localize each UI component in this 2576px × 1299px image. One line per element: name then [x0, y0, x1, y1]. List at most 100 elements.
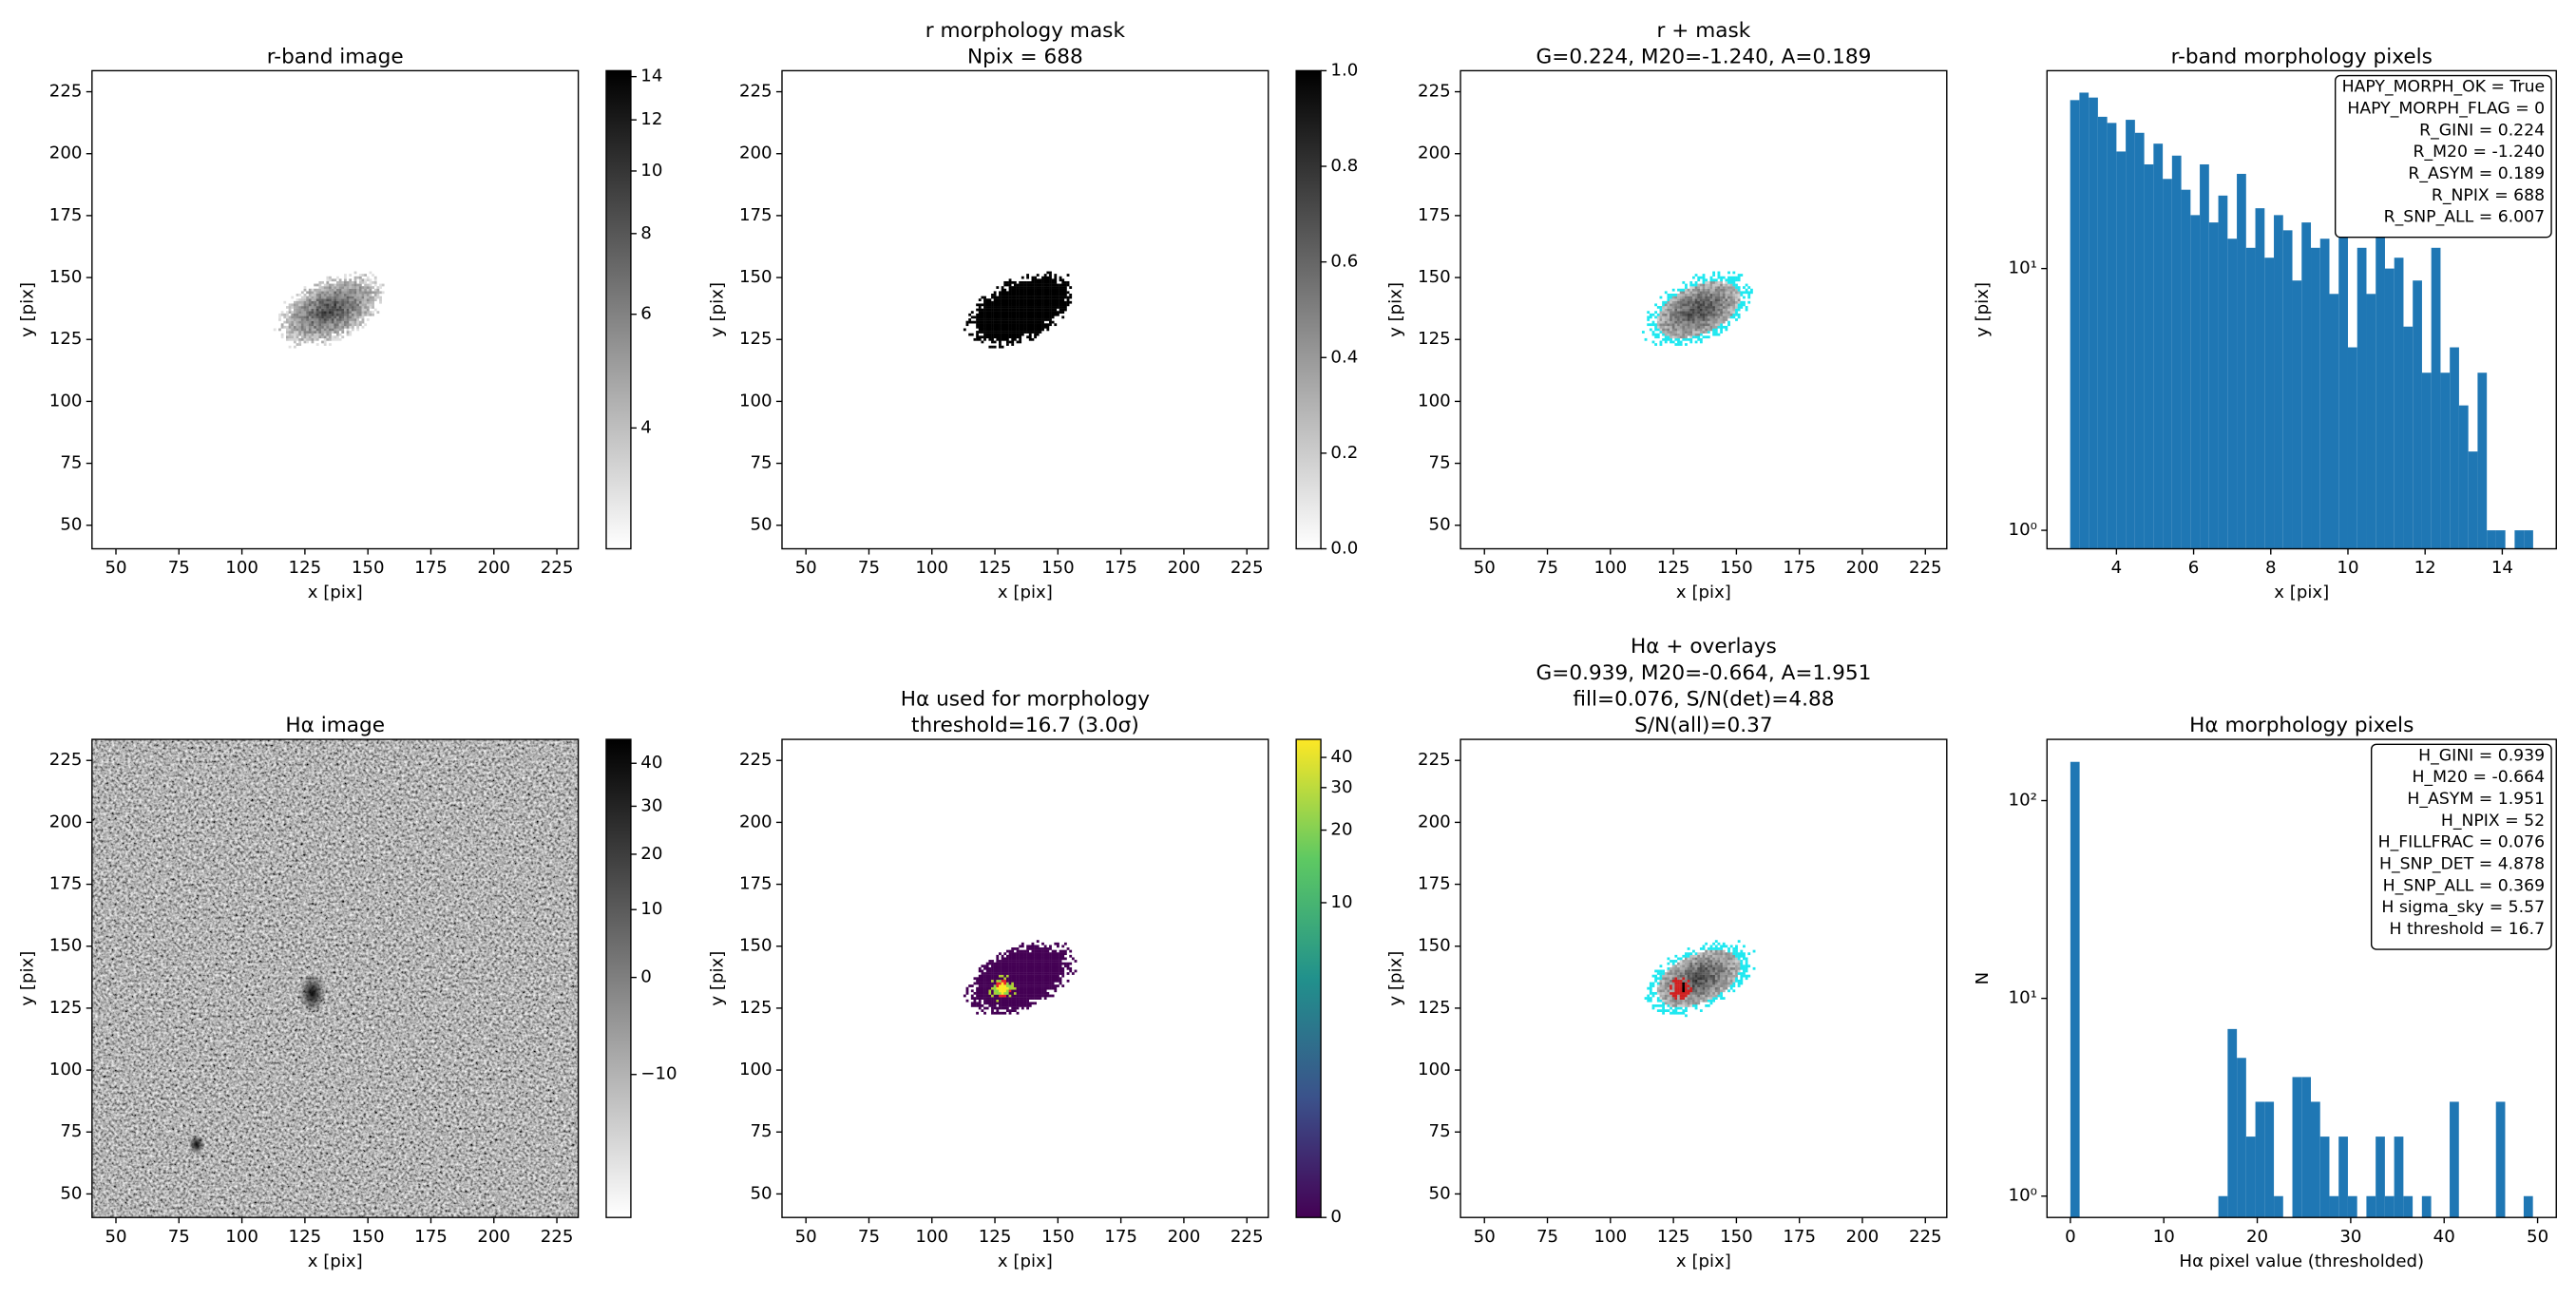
hist-bar	[2394, 258, 2404, 549]
image-pixel	[1670, 1011, 1672, 1015]
image-pixel	[988, 306, 992, 309]
image-pixel	[1671, 1009, 1675, 1013]
image-pixel	[996, 965, 1000, 968]
image-pixel	[996, 335, 1000, 339]
x-tick-label: 175	[414, 558, 448, 578]
image-pixel	[999, 979, 1002, 983]
image-pixel	[1051, 979, 1055, 983]
image-pixel	[1031, 325, 1035, 329]
image-pixel	[981, 315, 984, 319]
image-pixel	[1046, 280, 1050, 284]
image-pixel	[353, 303, 357, 307]
image-pixel	[1714, 974, 1718, 978]
image-pixel	[1059, 294, 1062, 296]
image-pixel	[336, 294, 339, 296]
image-pixel	[1013, 947, 1017, 950]
image-pixel	[1011, 994, 1015, 998]
image-pixel	[1019, 300, 1022, 304]
hist-bar	[2468, 451, 2478, 549]
image-pixel	[978, 1006, 982, 1010]
image-pixel	[1722, 315, 1726, 319]
image-pixel	[1019, 986, 1022, 990]
image-pixel	[306, 308, 310, 312]
image-pixel	[1689, 325, 1693, 329]
image-pixel	[985, 974, 989, 978]
annotation-line: R_GINI = 0.224	[2419, 121, 2545, 140]
image-pixel	[326, 300, 330, 304]
image-pixel	[1682, 966, 1686, 970]
image-pixel	[1019, 315, 1022, 319]
image-pixel	[993, 991, 997, 995]
image-pixel	[311, 315, 315, 319]
image-pixel	[1034, 323, 1037, 327]
image-pixel	[1026, 966, 1030, 970]
image-pixel	[306, 311, 310, 315]
image-pixel	[1689, 1002, 1693, 1005]
image-pixel	[1005, 997, 1009, 1000]
image-pixel	[351, 328, 354, 332]
image-pixel	[1697, 986, 1701, 990]
image-pixel	[1714, 296, 1718, 299]
image-pixel	[315, 333, 319, 336]
image-pixel	[1697, 331, 1701, 334]
image-pixel	[1026, 962, 1030, 965]
image-pixel	[1707, 296, 1710, 299]
image-pixel	[1747, 294, 1751, 296]
image-pixel	[1021, 1004, 1024, 1007]
image-pixel	[993, 962, 997, 965]
image-pixel	[361, 288, 365, 292]
image-pixel	[1026, 947, 1030, 950]
colorbar-tick-label: 12	[640, 109, 662, 129]
image-pixel	[1005, 335, 1009, 339]
image-pixel	[298, 323, 302, 327]
image-pixel	[1023, 991, 1027, 995]
image-pixel	[1061, 303, 1065, 307]
image-pixel	[1689, 962, 1693, 965]
image-pixel	[1707, 972, 1710, 975]
annotation-line: H_NPIX = 52	[2441, 812, 2545, 831]
image-pixel	[321, 340, 324, 344]
image-pixel	[1028, 315, 1032, 319]
image-pixel	[1028, 313, 1032, 316]
image-pixel	[988, 969, 992, 973]
image-pixel	[1016, 308, 1020, 312]
image-pixel	[1049, 977, 1052, 981]
image-pixel	[1705, 966, 1708, 970]
image-pixel	[1026, 298, 1030, 302]
image-pixel	[1725, 986, 1728, 990]
image-pixel	[1717, 283, 1721, 287]
image-pixel	[1699, 286, 1703, 289]
image-pixel	[1691, 291, 1695, 295]
image-pixel	[985, 300, 989, 304]
image-pixel	[1019, 979, 1022, 983]
image-pixel	[1720, 962, 1723, 965]
image-pixel	[1036, 994, 1040, 998]
image-pixel	[1019, 960, 1022, 963]
image-pixel	[364, 313, 368, 316]
image-pixel	[1697, 1002, 1701, 1005]
image-pixel	[1729, 286, 1733, 289]
image-pixel	[1011, 318, 1015, 321]
image-pixel	[361, 308, 365, 312]
image-pixel	[341, 286, 345, 289]
image-pixel	[1005, 298, 1009, 302]
image-pixel	[1717, 991, 1721, 995]
image-pixel	[1687, 337, 1690, 341]
image-pixel	[988, 989, 992, 993]
image-pixel	[978, 1002, 982, 1005]
image-pixel	[1720, 278, 1723, 282]
image-pixel	[358, 291, 362, 295]
image-pixel	[303, 288, 307, 292]
image-pixel	[353, 315, 357, 319]
image-pixel	[1043, 300, 1047, 304]
image-pixel	[1664, 313, 1668, 316]
image-pixel	[288, 328, 292, 332]
image-pixel	[965, 323, 969, 327]
panel-title: fill=0.076, S/N(det)=4.88	[1573, 688, 1834, 712]
image-pixel	[1671, 966, 1675, 970]
image-pixel	[1031, 994, 1035, 998]
image-pixel	[361, 311, 365, 315]
image-pixel	[1031, 989, 1035, 993]
image-pixel	[996, 962, 1000, 965]
image-pixel	[1034, 328, 1037, 332]
